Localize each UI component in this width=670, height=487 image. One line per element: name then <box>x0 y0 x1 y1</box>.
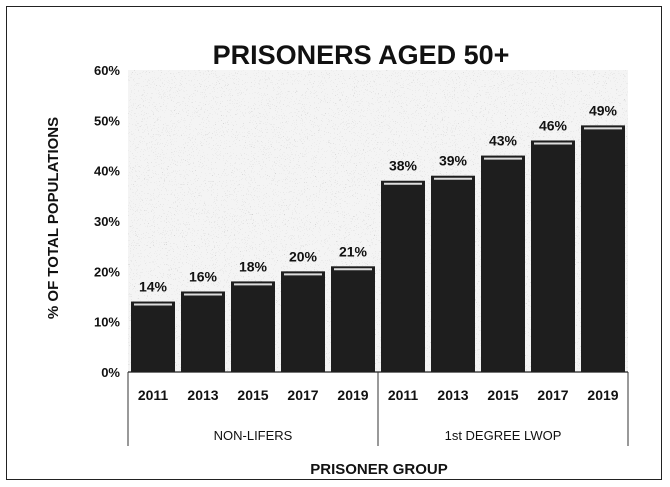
y-tick-label: 10% <box>94 315 120 330</box>
x-tick-label: 2011 <box>138 387 169 403</box>
bars-layer: 14% 16% 18% 20% 21% 38% 39% 43% 46% 49% <box>131 102 625 372</box>
group-label: NON-LIFERS <box>214 428 293 443</box>
data-label: 49% <box>589 102 618 118</box>
data-label: 14% <box>139 279 168 295</box>
y-tick-label: 40% <box>94 164 120 179</box>
bar-texture <box>531 140 575 372</box>
x-axis: 2011 2013 2015 2017 2019 NON-LIFERS 2011 2013 20… <box>127 372 629 446</box>
x-tick-label: 2015 <box>487 387 518 403</box>
bar-texture <box>131 301 175 372</box>
data-label: 38% <box>389 158 418 174</box>
bar-texture <box>281 271 325 372</box>
bar-texture <box>481 155 525 372</box>
chart-title: PRISONERS AGED 50+ <box>213 40 510 70</box>
data-label: 18% <box>239 258 268 274</box>
y-tick-label: 20% <box>94 264 120 279</box>
bar-texture <box>431 175 475 372</box>
data-label: 39% <box>439 153 468 169</box>
x-tick-label: 2011 <box>388 387 419 403</box>
data-label: 46% <box>539 117 568 133</box>
bar-texture <box>181 291 225 372</box>
y-tick-label: 0% <box>101 365 120 380</box>
bar-texture <box>381 180 425 372</box>
x-tick-label: 2015 <box>237 387 268 403</box>
x-tick-label: 2013 <box>187 387 218 403</box>
bar-texture <box>581 125 625 372</box>
data-label: 16% <box>189 268 218 284</box>
bar-texture <box>331 266 375 372</box>
y-tick-label: 30% <box>94 214 120 229</box>
data-label: 21% <box>339 243 368 259</box>
x-tick-label: 2017 <box>537 387 568 403</box>
data-label: 43% <box>489 133 518 149</box>
data-label: 20% <box>289 248 318 264</box>
x-tick-label: 2017 <box>287 387 318 403</box>
bar-texture <box>231 281 275 372</box>
y-tick-label: 60% <box>94 63 120 78</box>
x-axis-title: PRISONER GROUP <box>310 461 448 478</box>
y-tick-label: 50% <box>94 113 120 128</box>
x-tick-label: 2019 <box>587 387 618 403</box>
y-axis-title: % OF TOTAL POPULATIONS <box>45 117 62 319</box>
x-tick-label: 2019 <box>337 387 368 403</box>
group-label: 1st DEGREE LWOP <box>445 428 562 443</box>
x-tick-label: 2013 <box>437 387 468 403</box>
